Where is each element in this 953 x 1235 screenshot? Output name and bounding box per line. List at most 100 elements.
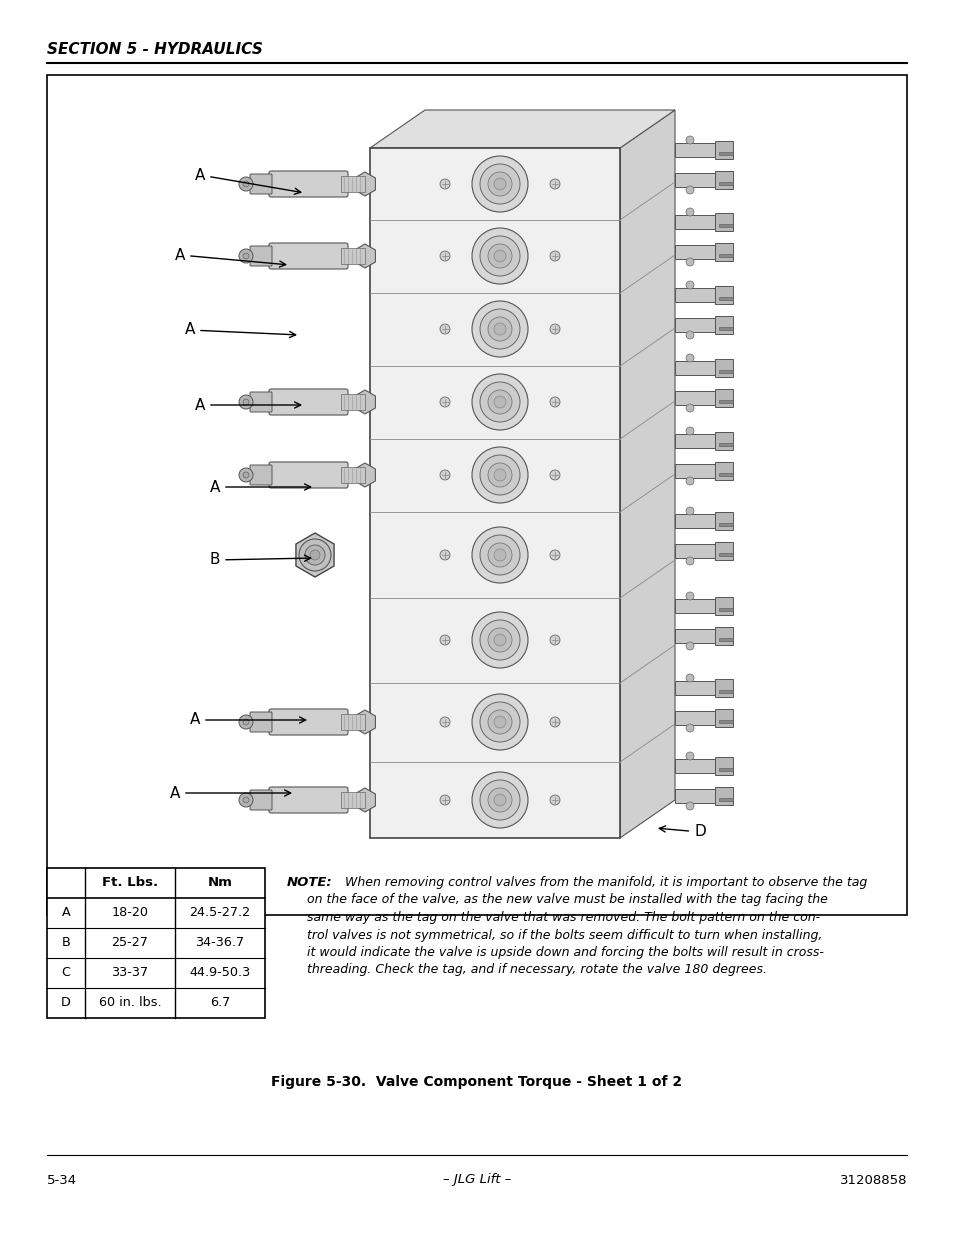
Bar [719,798,732,802]
Bar [719,296,732,300]
Circle shape [685,282,693,289]
Bar [340,394,365,410]
Text: 6.7: 6.7 [210,997,230,1009]
Bar [675,143,714,157]
FancyBboxPatch shape [250,246,272,266]
Text: 33-37: 33-37 [112,967,149,979]
Bar [714,212,732,231]
Text: D: D [61,997,71,1009]
Circle shape [685,354,693,362]
Circle shape [685,477,693,485]
Circle shape [439,324,450,333]
Polygon shape [355,245,375,268]
FancyBboxPatch shape [250,713,272,732]
Bar [719,224,732,227]
Text: trol valves is not symmetrical, so if the bolts seem difficult to turn when inst: trol valves is not symmetrical, so if th… [307,929,821,941]
Bar [675,317,714,332]
Circle shape [239,715,253,729]
Circle shape [494,794,505,806]
Text: 5-34: 5-34 [47,1173,77,1187]
Polygon shape [355,463,375,487]
Text: 18-20: 18-20 [112,906,149,920]
Circle shape [685,136,693,144]
Text: on the face of the valve, as the new valve must be installed with the tag facing: on the face of the valve, as the new val… [307,893,827,906]
Bar [719,182,732,185]
Circle shape [685,752,693,760]
Bar [719,254,732,257]
Text: When removing control valves from the manifold, it is important to observe the t: When removing control valves from the ma… [345,876,866,889]
Text: Figure 5-30.  Valve Component Torque - Sheet 1 of 2: Figure 5-30. Valve Component Torque - Sh… [272,1074,681,1089]
Text: 34-36.7: 34-36.7 [195,936,244,950]
Circle shape [298,538,331,571]
Circle shape [239,249,253,263]
Bar [719,690,732,693]
Polygon shape [355,172,375,196]
Text: NOTE:: NOTE: [287,876,333,889]
Text: A: A [174,247,285,267]
Circle shape [685,331,693,338]
Text: 24.5-27.2: 24.5-27.2 [190,906,251,920]
Circle shape [243,182,249,186]
Text: 31208858: 31208858 [839,1173,906,1187]
Bar [714,513,732,530]
Bar [719,553,732,556]
Circle shape [488,629,512,652]
Text: B: B [62,936,71,950]
Bar [714,389,732,408]
FancyBboxPatch shape [250,391,272,412]
Bar [340,248,365,264]
Bar [714,287,732,304]
Text: A: A [194,168,300,194]
Circle shape [479,164,519,204]
Circle shape [439,718,450,727]
Circle shape [243,399,249,405]
Circle shape [239,395,253,409]
Bar [714,316,732,333]
Circle shape [494,178,505,190]
Text: A: A [190,713,305,727]
Text: threading. Check the tag, and if necessary, rotate the valve 180 degrees.: threading. Check the tag, and if necessa… [307,963,766,977]
Bar [675,433,714,448]
Circle shape [685,508,693,515]
Text: 44.9-50.3: 44.9-50.3 [190,967,251,979]
Bar [675,543,714,558]
Circle shape [243,719,249,725]
Circle shape [494,469,505,480]
Bar [719,608,732,611]
Circle shape [472,772,527,827]
FancyBboxPatch shape [250,174,272,194]
Bar [675,760,714,773]
Bar [675,514,714,529]
Bar [719,522,732,526]
FancyBboxPatch shape [269,243,348,269]
Circle shape [685,207,693,216]
FancyBboxPatch shape [250,466,272,485]
Bar [719,473,732,475]
Text: same way as the tag on the valve that was removed. The bolt pattern on the con-: same way as the tag on the valve that wa… [307,911,820,924]
Bar [675,464,714,478]
Circle shape [685,674,693,682]
Circle shape [310,550,319,559]
Circle shape [243,472,249,478]
Text: Ft. Lbs.: Ft. Lbs. [102,877,158,889]
FancyBboxPatch shape [269,709,348,735]
Text: – JLG Lift –: – JLG Lift – [442,1173,511,1187]
Polygon shape [619,110,675,839]
Bar [719,720,732,722]
Bar [719,152,732,156]
Polygon shape [295,534,334,577]
Bar [714,141,732,159]
Bar [47,75,906,915]
Circle shape [472,447,527,503]
Circle shape [685,642,693,650]
Text: 60 in. lbs.: 60 in. lbs. [98,997,161,1009]
Circle shape [488,788,512,811]
Circle shape [488,710,512,734]
Circle shape [550,251,559,261]
Circle shape [685,186,693,194]
Circle shape [685,724,693,732]
Text: C: C [61,967,71,979]
Circle shape [494,634,505,646]
Circle shape [550,550,559,559]
Bar [340,177,365,191]
